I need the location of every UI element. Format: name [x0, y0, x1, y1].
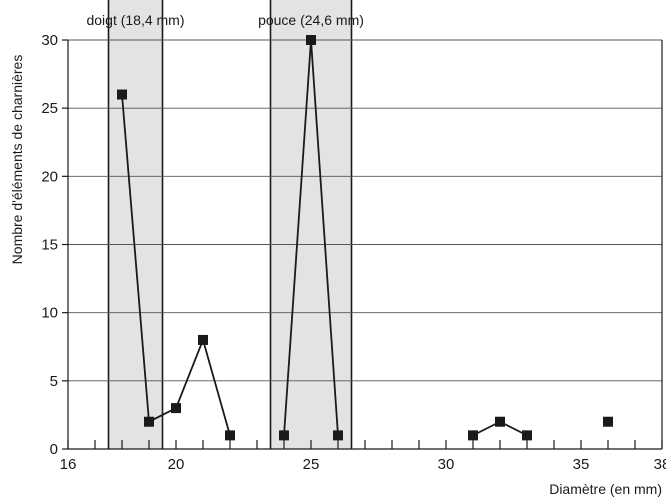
series-0-point-2 — [171, 403, 181, 414]
y-tick-label-0: 0 — [50, 441, 58, 458]
axis-labels: Nombre d'éléments de charnières Diamètre… — [9, 55, 662, 497]
series-1-point-0 — [279, 430, 289, 441]
y-tick-label-15: 15 — [41, 237, 58, 254]
highlight-bands: doigt (18,4 mm) pouce (24,6 mm) — [86, 0, 364, 449]
x-tick-label-25: 25 — [303, 456, 320, 473]
band-label-0: doigt (18,4 mm) — [86, 12, 184, 28]
x-tick-label-16: 16 — [60, 456, 77, 473]
x-tick-label-20: 20 — [168, 456, 185, 473]
x-axis-title: Diamètre (en mm) — [549, 481, 662, 497]
series-0-point-4 — [225, 430, 235, 441]
series-2-point-2 — [522, 430, 532, 441]
series-2-point-1 — [495, 416, 505, 427]
band-1 — [270, 0, 352, 449]
series-0-point-3 — [198, 334, 208, 345]
band-0 — [108, 0, 163, 449]
series-3-point-0 — [603, 416, 613, 427]
y-axis-title: Nombre d'éléments de charnières — [9, 55, 25, 265]
series-0-point-1 — [144, 416, 154, 427]
gridlines — [68, 39, 662, 382]
y-tick-label-10: 10 — [41, 305, 58, 322]
y-tick-label-20: 20 — [41, 168, 58, 185]
series-1-point-1 — [306, 35, 316, 45]
x-tick-label-35: 35 — [573, 456, 590, 473]
data-series — [117, 35, 613, 441]
y-tick-label-25: 25 — [41, 100, 58, 117]
x-tick-label-38: 38 — [654, 456, 666, 473]
y-tick-label-30: 30 — [41, 32, 58, 49]
y-tick-label-5: 5 — [50, 373, 58, 390]
series-0-point-0 — [117, 89, 127, 100]
x-tick-label-30: 30 — [438, 456, 455, 473]
band-label-1: pouce (24,6 mm) — [258, 12, 364, 28]
series-1-point-2 — [333, 430, 343, 441]
series-2-point-0 — [468, 430, 478, 441]
axis-ticks: 0 5 10 15 20 25 30 16 20 25 30 35 38 — [41, 32, 666, 473]
